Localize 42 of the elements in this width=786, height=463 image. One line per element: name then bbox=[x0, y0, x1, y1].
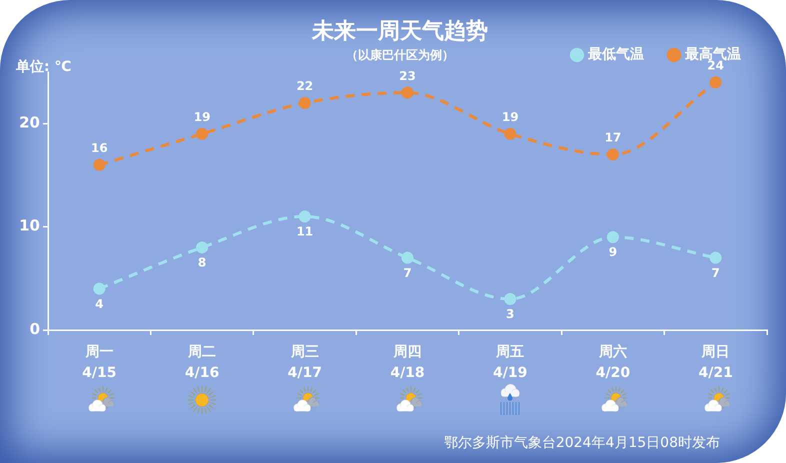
point bbox=[298, 210, 311, 222]
data-label: 3 bbox=[506, 307, 514, 322]
data-label: 23 bbox=[399, 68, 416, 83]
data-label: 9 bbox=[608, 245, 618, 260]
data-label: 17 bbox=[604, 130, 622, 145]
text: 鄂尔多斯市气象台2024年4月15日08时发布 bbox=[444, 434, 720, 452]
chart-subtitle: （以康巴什区为例） bbox=[345, 47, 455, 64]
legend-label: 最低气温 bbox=[587, 46, 644, 63]
point bbox=[504, 128, 516, 140]
data-label: 22 bbox=[296, 79, 314, 94]
y-tick-label: 10 bbox=[19, 216, 40, 235]
x-tick-label: 周六 4/20 bbox=[596, 343, 630, 382]
x-tick-label: 周三 4/17 bbox=[288, 344, 322, 382]
x-tick-label: 周五 4/19 bbox=[493, 344, 528, 382]
point bbox=[710, 76, 722, 88]
point bbox=[402, 252, 414, 264]
point bbox=[93, 282, 106, 295]
y-axis-title: 单位: ℃ bbox=[16, 58, 72, 76]
point bbox=[402, 86, 414, 99]
data-label: 16 bbox=[91, 141, 108, 156]
point bbox=[606, 231, 619, 244]
chart-title: 未来一周天气趋势 bbox=[310, 18, 489, 46]
x-tick-label: 周一 4/15 bbox=[82, 344, 117, 382]
point bbox=[710, 252, 722, 264]
y-tick-label: 20 bbox=[19, 113, 40, 132]
data-label: 8 bbox=[198, 256, 206, 270]
x-tick-label: 周四 4/18 bbox=[390, 344, 425, 382]
data-label: 7 bbox=[711, 266, 720, 280]
point bbox=[196, 128, 208, 140]
data-label: 11 bbox=[296, 224, 314, 239]
point bbox=[606, 148, 619, 161]
data-label: 19 bbox=[502, 110, 519, 124]
x-tick-label: 周日 4/21 bbox=[698, 344, 733, 382]
point bbox=[93, 158, 106, 171]
x-tick-label: 周二 4/16 bbox=[184, 344, 220, 382]
data-label: 4 bbox=[95, 296, 104, 311]
point bbox=[504, 293, 516, 306]
y-tick-label: 0 bbox=[30, 320, 40, 338]
point bbox=[196, 241, 208, 254]
data-label: 19 bbox=[194, 110, 210, 124]
point bbox=[298, 96, 311, 109]
data-label: 7 bbox=[403, 266, 412, 280]
